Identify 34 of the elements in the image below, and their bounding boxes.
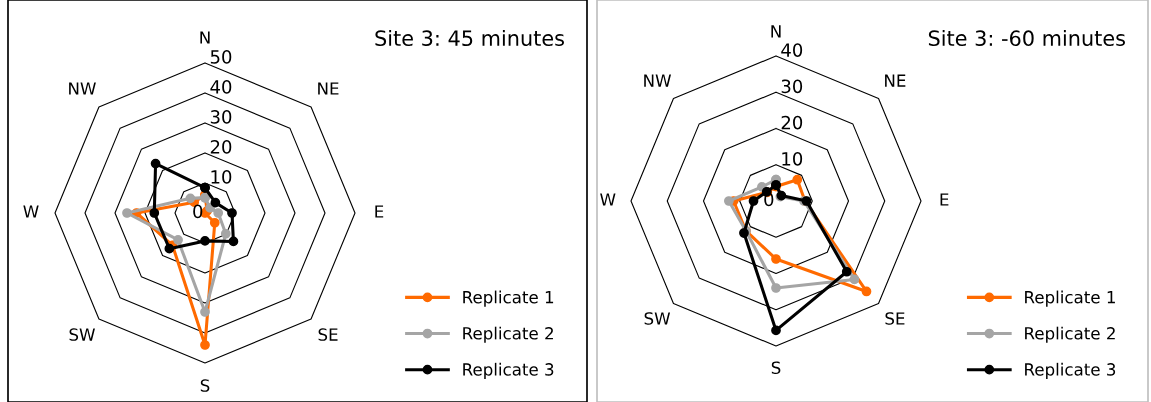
y-tick-label: 0 — [193, 204, 203, 219]
spoke-label: NE — [885, 74, 906, 87]
legend-label: Replicate 1 — [463, 290, 554, 307]
legend-label: Replicate 3 — [1025, 362, 1116, 379]
spoke-label: W — [23, 205, 39, 218]
y-tick-label: 20 — [781, 115, 803, 130]
spoke-label: SW — [69, 328, 95, 341]
y-tick-label: 40 — [781, 43, 803, 57]
legend-label: Replicate 3 — [463, 362, 554, 379]
legend-label: Replicate 2 — [463, 326, 553, 343]
y-tick-label: 30 — [781, 79, 803, 94]
spoke-label: N — [200, 31, 210, 44]
chart-title: Site 3: -60 minutes — [928, 29, 1125, 47]
chart-title: Site 3: 45 minutes — [375, 29, 564, 47]
spoke-label: E — [940, 193, 949, 206]
spoke-label: SW — [644, 312, 671, 325]
spoke-label: S — [771, 361, 781, 375]
y-tick-label: 30 — [210, 110, 232, 124]
spoke-label: NW — [69, 82, 96, 95]
spoke-label: E — [375, 205, 384, 218]
legend-label: Replicate 2 — [1025, 326, 1115, 343]
y-tick-label: 10 — [782, 151, 803, 166]
spoke-label: W — [600, 193, 616, 206]
y-tick-label: 50 — [210, 50, 232, 64]
y-tick-label: 20 — [210, 140, 232, 154]
spoke-label: SE — [318, 328, 338, 341]
spoke-label: NE — [318, 82, 339, 95]
spoke-label: N — [771, 25, 781, 38]
y-tick-label: 40 — [210, 80, 232, 94]
spoke-label: NW — [644, 74, 671, 87]
y-tick-label: 10 — [211, 170, 232, 184]
spoke-label: SE — [885, 312, 905, 325]
spoke-label: S — [200, 379, 210, 392]
legend-label: Replicate 1 — [1025, 290, 1115, 307]
